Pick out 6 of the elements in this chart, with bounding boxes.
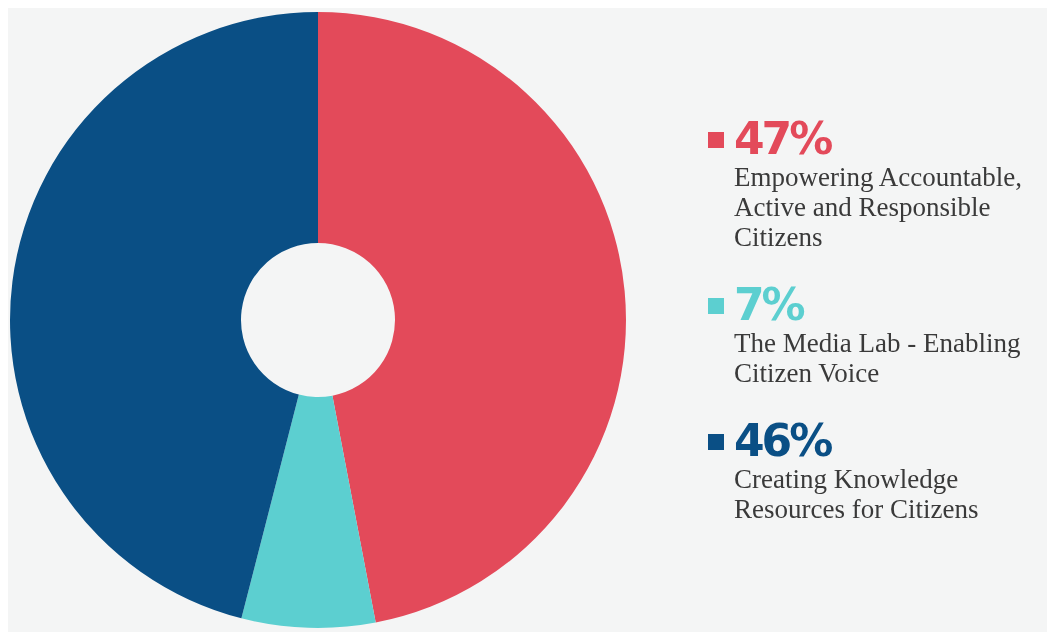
legend-label: Creating Knowledge Resources for Citizens	[734, 464, 980, 524]
data-label: 46%	[734, 415, 832, 466]
data-label: 47%	[734, 113, 832, 164]
data-label: 7%	[734, 279, 805, 330]
legend-label: Empowering Accountable, Active and Responsible Citizens	[734, 162, 1023, 252]
legend-label: The Media Lab - Enabling Citizen Voice	[734, 328, 1022, 388]
